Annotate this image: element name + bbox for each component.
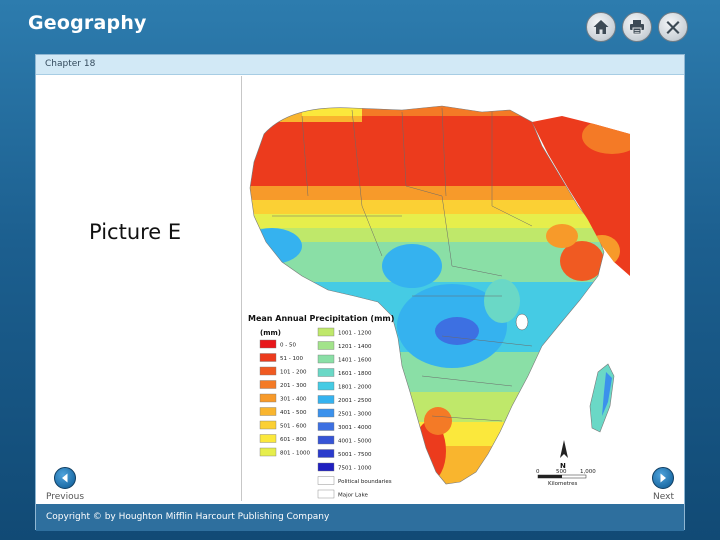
legend-right-label-4: 1801 - 2000 (338, 385, 372, 391)
legend-right-swatch-12 (317, 489, 335, 499)
scale-label-500: 500 (556, 469, 567, 475)
legend-right-label-12: Major Lake (338, 493, 368, 499)
legend-right-label-6: 2501 - 3000 (338, 412, 372, 418)
africa-map-graphic: Mean Annual Precipitation (mm) (mm) 0 - … (248, 105, 630, 499)
legend-left-swatch-7 (259, 434, 277, 443)
precipitation-map: Mean Annual Precipitation (mm) (mm) 0 - … (241, 76, 630, 501)
scale-unit: Kilometres (548, 481, 577, 487)
legend-right-label-3: 1601 - 1800 (338, 371, 372, 377)
footer-bar: Copyright © by Houghton Mifflin Harcourt… (36, 504, 684, 531)
legend-right-swatch-1 (317, 341, 335, 350)
previous-button[interactable] (54, 467, 76, 489)
print-icon (630, 20, 644, 35)
legend-left-swatch-5 (259, 407, 277, 416)
legend-right-label-0: 1001 - 1200 (338, 331, 372, 337)
scale-label-1000: 1,000 (580, 469, 596, 475)
legend-right-swatch-5 (317, 395, 335, 404)
legend-left-swatch-6 (259, 420, 277, 430)
legend-left-label-0: 0 - 50 (280, 343, 296, 349)
legend-right-swatch-10 (317, 462, 335, 472)
madagascar (589, 363, 615, 433)
legend-left-label-1: 51 - 100 (280, 356, 303, 362)
close-icon (666, 21, 680, 34)
legend-right-label-9: 5001 - 7500 (338, 452, 372, 458)
legend-left-swatch-3 (259, 380, 277, 389)
north-label: N (560, 462, 566, 470)
legend-right-label-2: 1401 - 1600 (338, 358, 372, 364)
legend-right-label-5: 2001 - 2500 (338, 398, 372, 404)
legend-unit: (mm) (260, 329, 281, 337)
legend-right-swatch-0 (317, 327, 335, 337)
legend-right-swatch-2 (317, 354, 335, 364)
legend-left-label-6: 501 - 600 (280, 424, 307, 430)
app-title: Geography (28, 12, 147, 34)
legend-right-label-8: 4001 - 5000 (338, 439, 372, 445)
legend-left-swatch-2 (259, 366, 277, 376)
arrow-left-icon (62, 473, 68, 483)
arrow-right-icon (660, 473, 666, 483)
picture-label: Picture E (89, 220, 182, 244)
map-legend: Mean Annual Precipitation (mm) (mm) 0 - … (248, 314, 394, 499)
copyright-text: Copyright © by Houghton Mifflin Harcourt… (46, 512, 330, 522)
political-boundaries (272, 107, 533, 422)
legend-right-swatch-9 (317, 449, 335, 458)
legend-left-swatch-0 (259, 339, 277, 349)
next-label[interactable]: Next (653, 492, 674, 502)
legend-right-column: 1001 - 1200 1201 - 1400 1401 - 1600 1601 - … (317, 327, 392, 499)
chapter-bar: Chapter 18 (36, 55, 684, 75)
home-icon (593, 20, 609, 34)
legend-right-swatch-3 (317, 368, 335, 377)
legend-left-label-7: 601 - 800 (280, 437, 307, 443)
window-controls (586, 12, 688, 42)
scale-label-0: 0 (536, 469, 540, 475)
legend-right-label-10: 7501 - 1000 (338, 466, 372, 472)
legend-right-label-7: 3001 - 4000 (338, 425, 372, 431)
legend-right-swatch-7 (317, 422, 335, 431)
next-button[interactable] (652, 467, 674, 489)
legend-right-label-1: 1201 - 1400 (338, 344, 372, 350)
legend-left-label-2: 101 - 200 (280, 370, 307, 376)
home-button[interactable] (586, 12, 616, 42)
legend-right-swatch-6 (317, 408, 335, 418)
legend-right-swatch-8 (317, 435, 335, 445)
legend-right-swatch-4 (317, 381, 335, 391)
legend-left-swatch-8 (259, 447, 277, 457)
legend-right-label-11: Political boundaries (338, 479, 392, 485)
legend-left-swatch-4 (259, 393, 277, 403)
legend-left-label-8: 801 - 1000 (280, 451, 310, 457)
legend-left-label-4: 301 - 400 (280, 397, 307, 403)
legend-right-swatch-11 (317, 476, 335, 485)
scale-bar: 0 500 1,000 Kilometres (536, 469, 596, 487)
content-frame: Chapter 18 Picture E (35, 54, 685, 531)
legend-title: Mean Annual Precipitation (mm) (248, 314, 394, 323)
north-arrow: N (560, 440, 568, 470)
previous-label[interactable]: Previous (46, 492, 85, 502)
legend-left-swatch-1 (259, 353, 277, 362)
legend-left-column: 0 - 50 51 - 100 101 - 200 201 - 300 301 - 40… (259, 339, 310, 457)
legend-left-label-5: 401 - 500 (280, 410, 307, 416)
legend-left-label-3: 201 - 300 (280, 383, 307, 389)
close-button[interactable] (658, 12, 688, 42)
chapter-label: Chapter 18 (45, 59, 96, 69)
print-button[interactable] (622, 12, 652, 42)
